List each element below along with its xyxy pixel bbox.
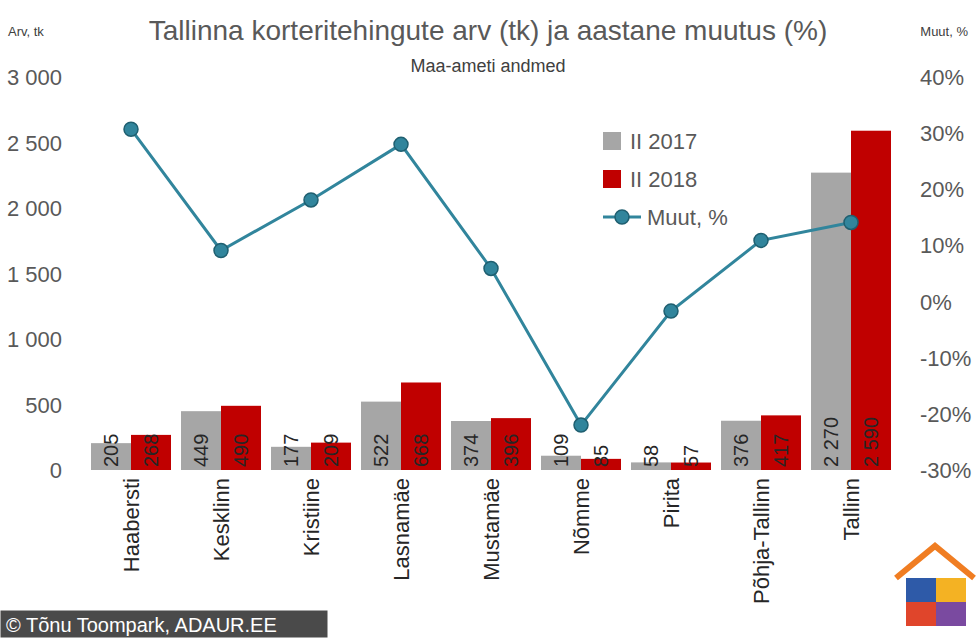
marker (214, 243, 228, 257)
legend-swatch (603, 132, 621, 150)
x-tick-label: Pirita (659, 477, 684, 528)
logo-piece (906, 602, 936, 626)
data-label: 57 (680, 445, 702, 467)
y2-axis-label: Muut, % (920, 24, 968, 39)
y-tick-label: 1 000 (7, 327, 62, 352)
bar (851, 131, 891, 470)
marks (91, 122, 891, 470)
legend-label: II 2018 (630, 167, 697, 192)
x-tick-label: Kesklinn (209, 478, 234, 561)
y2-tick-label: 20% (920, 177, 964, 202)
y2-tick-label: 30% (920, 121, 964, 146)
y2-tick-label: -10% (920, 346, 971, 371)
data-label: 490 (230, 434, 252, 467)
data-label: 417 (770, 434, 792, 467)
x-tick-label: Põhja-Tallinn (749, 478, 774, 604)
data-label: 522 (370, 434, 392, 467)
chart: Tallinna korteritehingute arv (tk) ja aa… (0, 0, 977, 638)
data-label: 2 270 (820, 417, 842, 467)
y2-tick-label: 40% (920, 65, 964, 90)
bar (451, 421, 491, 470)
logo-piece (936, 578, 966, 602)
y-tick-label: 2 000 (7, 196, 62, 221)
x-tick-label: Lasnamäe (389, 478, 414, 581)
title: Tallinna korteritehingute arv (tk) ja aa… (149, 15, 828, 46)
marker (394, 137, 408, 151)
subtitle: Maa-ameti andmed (410, 56, 565, 76)
bar (491, 418, 531, 470)
data-label: 268 (140, 434, 162, 467)
y-tick-label: 500 (25, 393, 62, 418)
y2-tick-label: 0% (920, 290, 952, 315)
background (0, 0, 977, 638)
y-tick-label: 1 500 (7, 262, 62, 287)
y-tick-label: 3 000 (7, 65, 62, 90)
data-label: 85 (590, 445, 612, 467)
legend-swatch (615, 210, 629, 224)
data-label: 2 590 (860, 417, 882, 467)
y-axis-label: Arv, tk (8, 24, 44, 39)
marker (844, 215, 858, 229)
logo (896, 546, 974, 626)
legend-label: II 2017 (630, 129, 697, 154)
bar (811, 173, 851, 470)
bar (181, 411, 221, 470)
x-tick-label: Kristiine (299, 478, 324, 556)
data-label: 177 (280, 434, 302, 467)
logo-piece (906, 578, 936, 602)
data-label: 209 (320, 434, 342, 467)
bar (361, 402, 401, 470)
data-label: 376 (730, 434, 752, 467)
x-tick-label: Mustamäe (479, 478, 504, 581)
annotation-box (0, 610, 328, 638)
y2-tick-label: 10% (920, 233, 964, 258)
data-label: 449 (190, 434, 212, 467)
bar (401, 382, 441, 470)
logo-roof (896, 546, 974, 578)
legend-swatch (603, 170, 621, 188)
x-tick-label: Nõmme (569, 478, 594, 555)
data-label: 668 (410, 434, 432, 467)
annotation: © Tõnu Toompark, ADAUR.EE (0, 610, 328, 638)
bar (721, 421, 761, 470)
legend-label: Muut, % (647, 205, 728, 230)
line (131, 129, 851, 425)
logo-piece (936, 602, 966, 626)
bar (761, 415, 801, 470)
annotation-text: © Tõnu Toompark, ADAUR.EE (6, 614, 277, 636)
marker (124, 122, 138, 136)
y2-tick-label: -30% (920, 458, 971, 483)
data-label: 58 (640, 445, 662, 467)
axes: 0 500 1 000 1 500 2 000 2 500 3 000 -30% -20% -10… (7, 65, 971, 604)
data-label: 205 (100, 434, 122, 467)
data-label: 374 (460, 434, 482, 467)
x-tick-label: Tallinn (839, 478, 864, 540)
y-tick-label: 0 (50, 458, 62, 483)
marker (574, 418, 588, 432)
data-labels: 205 449 177 522 374 109 58 376 2 270 268 490 209 668… (100, 417, 882, 467)
x-tick-label: Haabersti (119, 478, 144, 572)
marker (304, 193, 318, 207)
data-label: 396 (500, 434, 522, 467)
y-tick-label: 2 500 (7, 131, 62, 156)
legend: II 2017 II 2018 Muut, % (603, 129, 728, 230)
y2-tick-label: -20% (920, 402, 971, 427)
marker (754, 233, 768, 247)
data-label: 109 (550, 434, 572, 467)
marker (664, 304, 678, 318)
marker (484, 261, 498, 275)
bar (221, 406, 261, 470)
